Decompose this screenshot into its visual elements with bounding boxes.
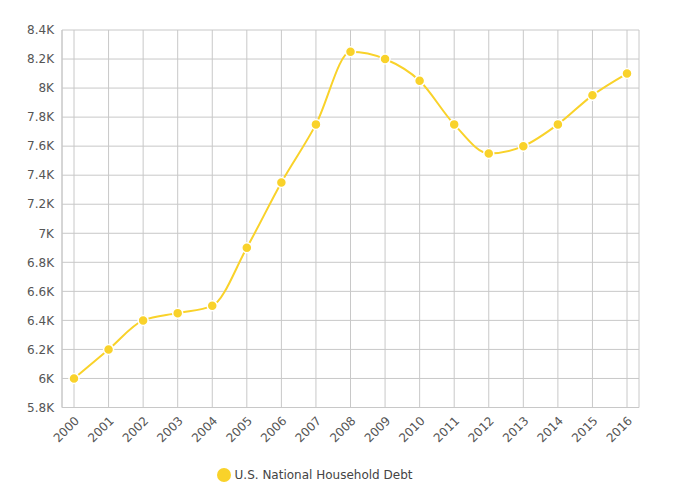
svg-text:8.2K: 8.2K	[27, 52, 55, 66]
svg-text:2011: 2011	[431, 414, 462, 445]
html-text:U.S. National Household Debt: U.S. National Household Debt	[234, 467, 413, 482]
svg-text:2009: 2009	[362, 414, 393, 445]
svg-text:2014: 2014	[535, 414, 566, 445]
svg-text:2000: 2000	[51, 414, 82, 445]
svg-text:2012: 2012	[465, 414, 496, 445]
svg-text:8K: 8K	[38, 81, 55, 95]
svg-text:6.8K: 6.8K	[27, 256, 55, 270]
svg-text:2002: 2002	[120, 414, 151, 445]
svg-text:8.4K: 8.4K	[27, 23, 55, 37]
svg-text:7K: 7K	[38, 227, 55, 241]
svg-text:2007: 2007	[293, 414, 324, 445]
svg-text:2008: 2008	[327, 414, 358, 445]
svg-text:2005: 2005	[223, 414, 254, 445]
svg-text:6.4K: 6.4K	[27, 314, 55, 328]
svg-text:2010: 2010	[396, 414, 427, 445]
svg-text:2001: 2001	[85, 414, 116, 445]
svg-text:2004: 2004	[189, 414, 220, 445]
svg-text:7.6K: 7.6K	[27, 139, 55, 153]
svg-text:5.8K: 5.8K	[27, 401, 55, 415]
svg-text:6.2K: 6.2K	[27, 343, 55, 357]
svg-text:2006: 2006	[258, 414, 289, 445]
svg-text:7.8K: 7.8K	[27, 110, 55, 124]
svg-text:6.6K: 6.6K	[27, 285, 55, 299]
svg-text:2016: 2016	[604, 414, 635, 445]
svg-text:2003: 2003	[154, 414, 185, 445]
svg-text:2013: 2013	[500, 414, 531, 445]
svg-text:2015: 2015	[569, 414, 600, 445]
svg-text:6K: 6K	[38, 372, 55, 386]
svg-text:7.2K: 7.2K	[27, 197, 55, 211]
svg-text:7.4K: 7.4K	[27, 168, 55, 182]
